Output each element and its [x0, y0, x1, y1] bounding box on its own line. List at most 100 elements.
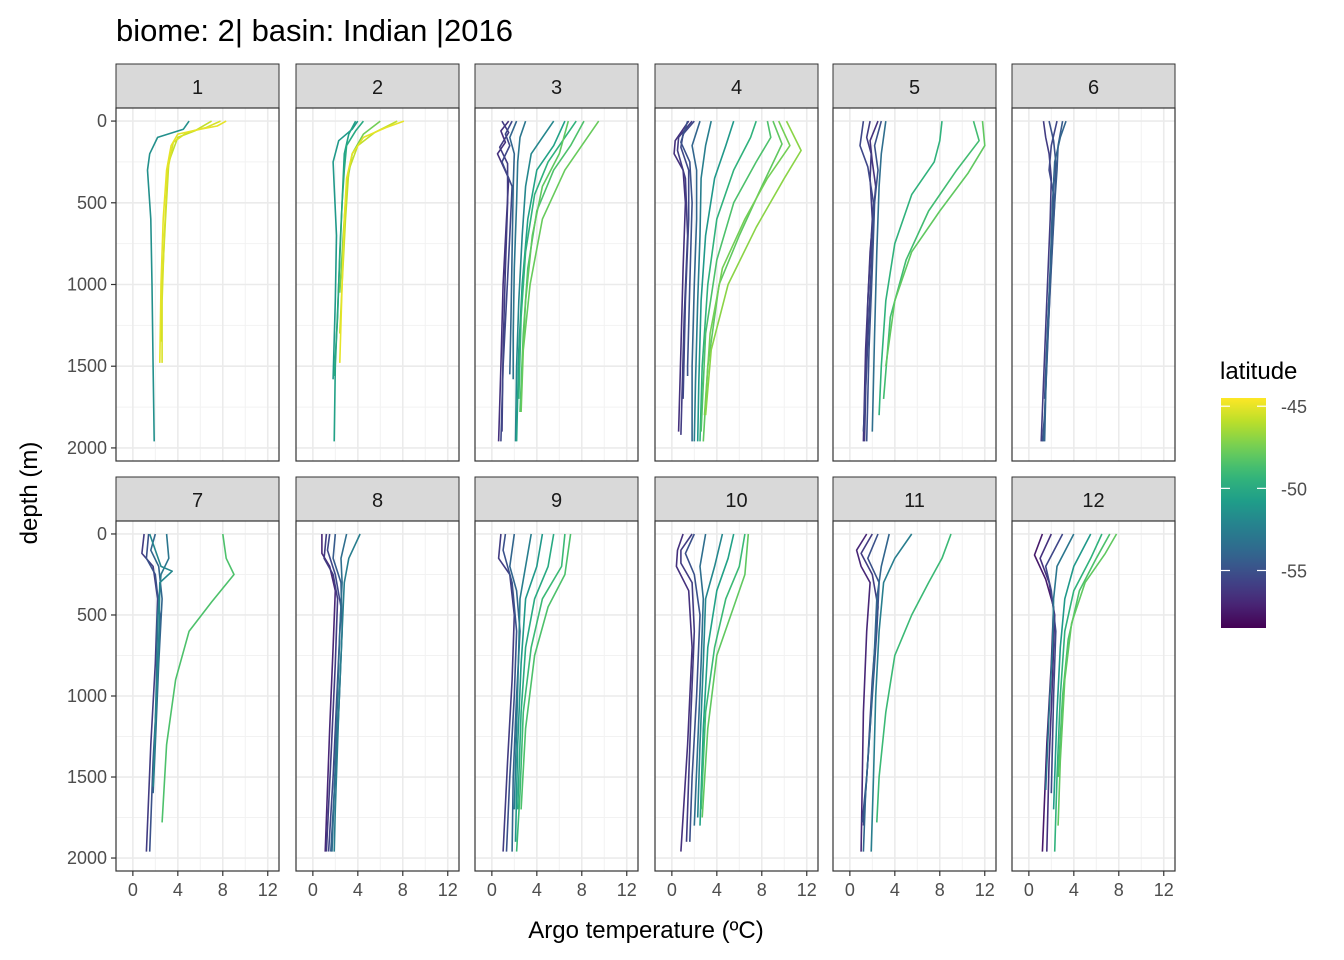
x-tick-label: 4 — [532, 880, 542, 900]
color-legend: latitude -45 -50 -55 — [1220, 358, 1307, 628]
panel-border — [474, 107, 639, 462]
profile-lines — [332, 120, 405, 442]
temperature-profile-line — [518, 120, 577, 399]
facet-panel-7: 7 0 500 1000 1500 2000 0 4 8 12 — [67, 476, 280, 900]
profile-lines — [859, 120, 986, 442]
temperature-profile-line — [876, 533, 952, 823]
panel-border — [654, 520, 819, 872]
temperature-profile-line — [680, 120, 693, 376]
x-tick-label: 8 — [577, 880, 587, 900]
temperature-profile-line — [500, 120, 513, 442]
temperature-profile-line — [859, 120, 875, 432]
temperature-profile-line — [862, 533, 890, 852]
facet-strip-label: 4 — [731, 77, 742, 99]
panel-border — [295, 520, 460, 872]
temperature-profile-line — [146, 120, 190, 442]
panel-border — [654, 107, 819, 462]
profile-lines — [1033, 533, 1118, 852]
facet-panel-2: 2 — [295, 63, 460, 462]
x-tick-label: 4 — [1069, 880, 1079, 900]
facet-strip — [654, 63, 819, 109]
x-tick-label: 12 — [438, 880, 458, 900]
y-tick-label: 500 — [77, 193, 107, 213]
x-tick-label: 12 — [797, 880, 817, 900]
temperature-profile-line — [699, 533, 735, 826]
panel-border — [295, 107, 460, 462]
temperature-profile-line — [693, 533, 707, 826]
facet-panel-10: 10 0 4 8 12 — [654, 476, 819, 900]
legend-colorbar — [1221, 398, 1266, 628]
facet-strip-label: 11 — [904, 490, 925, 512]
profile-lines — [321, 533, 361, 852]
temperature-profile-line — [703, 120, 791, 416]
temperature-profile-line — [515, 533, 566, 852]
legend-tick-label: -55 — [1281, 562, 1307, 582]
temperature-profile-line — [878, 121, 943, 416]
temperature-profile-line — [882, 120, 980, 399]
chart-title: biome: 2| basin: Indian |2016 — [116, 13, 513, 48]
facet-strip — [474, 63, 639, 109]
x-tick-label: 4 — [173, 880, 183, 900]
x-axis-title: Argo temperature (ºC) — [528, 917, 764, 944]
y-tick-label: 1000 — [67, 275, 107, 295]
x-tick-label: 0 — [845, 880, 855, 900]
temperature-profile-line — [696, 533, 724, 818]
temperature-profile-line — [680, 533, 696, 842]
y-tick-label: 1500 — [67, 767, 107, 787]
facet-strip-label: 2 — [372, 77, 383, 99]
temperature-profile-line — [521, 120, 570, 367]
temperature-profile-line — [339, 120, 405, 363]
panel-border — [1011, 107, 1176, 462]
facet-strip — [115, 63, 280, 109]
x-tick-label: 8 — [398, 880, 408, 900]
temperature-profile-line — [159, 120, 227, 363]
temperature-profile-line — [333, 120, 365, 377]
panel-border — [474, 520, 639, 872]
panel-border — [832, 107, 997, 462]
facet-panel-11: 11 0 4 8 12 — [832, 476, 997, 900]
temperature-profile-line — [515, 120, 566, 442]
temperature-profile-line — [855, 533, 871, 852]
temperature-profile-line — [700, 533, 746, 810]
facet-strip — [115, 476, 280, 522]
temperature-profile-line — [520, 120, 600, 413]
temperature-profile-line — [331, 533, 348, 852]
facet-strip-label: 5 — [909, 77, 920, 99]
profile-lines — [496, 120, 600, 442]
facet-panel-1: 1 0 500 1000 1500 2000 — [67, 63, 280, 462]
temperature-profile-line — [871, 120, 887, 432]
profile-lines — [855, 533, 952, 852]
profile-lines — [146, 120, 227, 442]
x-tick-label: 0 — [487, 880, 497, 900]
profile-lines — [1040, 120, 1067, 442]
temperature-profile-line — [333, 533, 361, 852]
temperature-profile-line — [1053, 533, 1103, 852]
x-tick-label: 12 — [1154, 880, 1174, 900]
legend-tick-label: -50 — [1281, 479, 1307, 499]
temperature-profile-line — [323, 533, 339, 852]
x-tick-label: 4 — [353, 880, 363, 900]
facet-panel-3: 3 — [474, 63, 639, 462]
temperature-profile-line — [514, 120, 555, 442]
y-tick-label: 1000 — [67, 686, 107, 706]
x-tick-label: 8 — [1114, 880, 1124, 900]
temperature-profile-line — [676, 120, 693, 435]
panel-border — [832, 520, 997, 872]
temperature-profile-line — [696, 120, 735, 442]
temperature-profile-line — [1052, 533, 1092, 810]
facet-strip-label: 10 — [725, 490, 747, 512]
temperature-profile-line — [502, 533, 518, 852]
profile-lines — [673, 120, 802, 442]
x-tick-label: 0 — [128, 880, 138, 900]
temperature-profile-line — [514, 533, 544, 842]
legend-tick-label: -45 — [1281, 397, 1307, 417]
x-tick-label: 8 — [935, 880, 945, 900]
x-tick-label: 0 — [308, 880, 318, 900]
temperature-profile-line — [701, 533, 750, 818]
x-tick-label: 4 — [890, 880, 900, 900]
temperature-profile-line — [865, 120, 883, 442]
profile-lines — [141, 533, 235, 852]
temperature-profile-line — [700, 120, 772, 432]
temperature-profile-line — [675, 533, 693, 852]
